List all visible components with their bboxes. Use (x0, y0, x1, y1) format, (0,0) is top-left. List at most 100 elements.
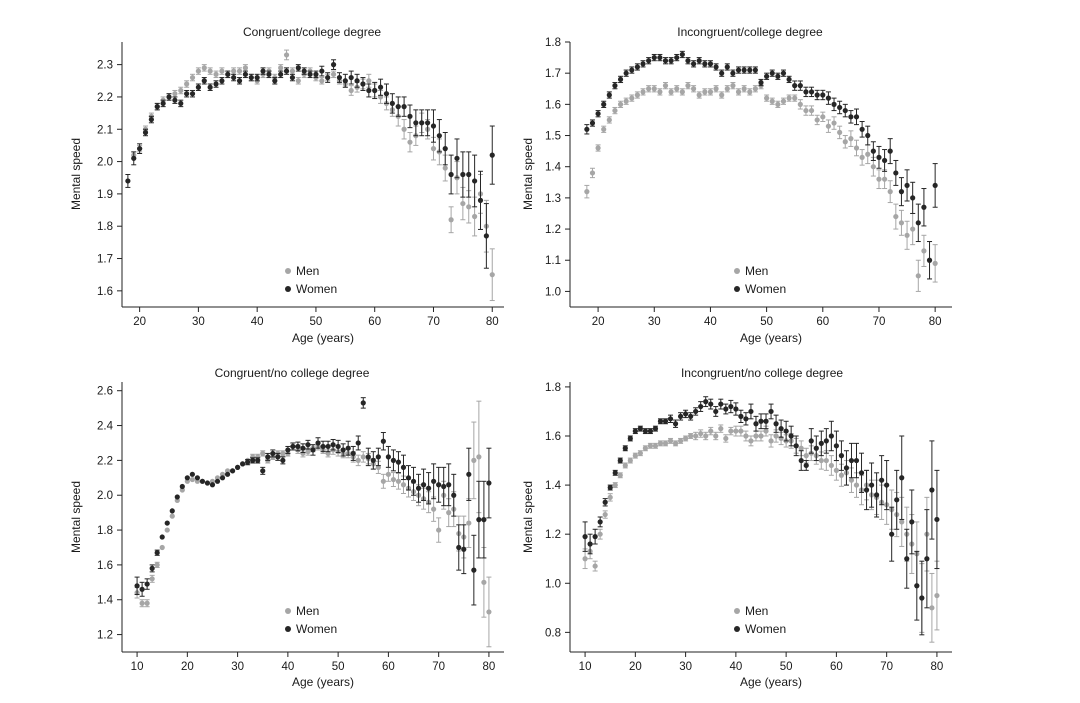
legend-label-women: Women (745, 282, 786, 296)
data-point-women (360, 400, 366, 406)
data-point-women (260, 468, 266, 474)
data-point-women (383, 91, 390, 97)
data-point-women (442, 146, 448, 152)
data-point-women (313, 71, 319, 77)
data-point-men (910, 226, 916, 232)
data-point-men (582, 556, 588, 562)
y-tick-label: 0.8 (545, 627, 561, 639)
y-tick-label: 1.3 (545, 193, 561, 205)
data-point-men (623, 98, 629, 104)
data-point-women (410, 478, 417, 484)
data-point-men (769, 98, 775, 104)
legend-marker-women (285, 626, 291, 632)
data-point-men (283, 52, 290, 58)
x-tick-label: 60 (368, 316, 381, 328)
data-point-men (305, 449, 311, 455)
data-point-men (753, 433, 759, 439)
data-point-men (758, 433, 764, 439)
data-point-men (859, 154, 865, 160)
data-point-women (301, 68, 307, 74)
x-tick-label: 50 (780, 661, 793, 673)
x-tick-label: 20 (181, 661, 194, 673)
data-point-men (887, 189, 893, 195)
data-point-women (889, 531, 895, 537)
data-point-women (651, 54, 657, 61)
data-point-men (236, 68, 243, 74)
legend-marker-men (285, 608, 291, 614)
data-point-men (735, 89, 742, 95)
data-point-women (189, 91, 196, 97)
data-point-women (674, 54, 680, 61)
data-point-women (863, 487, 870, 493)
data-point-women (207, 84, 213, 90)
data-point-men (201, 65, 207, 71)
data-point-women (887, 148, 893, 154)
data-point-women (231, 74, 237, 81)
data-point-men (657, 89, 663, 95)
data-point-men (169, 513, 175, 519)
data-point-women (149, 565, 155, 571)
data-point-women (758, 418, 764, 424)
data-point-women (305, 442, 311, 448)
data-point-women (336, 74, 343, 81)
data-point-women (325, 443, 331, 450)
data-point-women (667, 416, 674, 422)
data-point-women (372, 87, 378, 94)
data-point-women (719, 70, 725, 76)
data-point-men (348, 87, 354, 94)
data-point-men (898, 220, 905, 226)
y-tick-label: 1.2 (97, 630, 113, 642)
data-point-women (823, 438, 829, 444)
data-point-men (803, 453, 809, 459)
data-point-women (778, 426, 784, 432)
data-point-men (662, 83, 669, 89)
data-point-men (597, 531, 603, 537)
data-point-men (803, 107, 809, 114)
data-point-men (792, 95, 798, 101)
data-point-women (640, 61, 646, 67)
data-point-women (235, 464, 241, 470)
x-axis-label: Age (years) (740, 331, 802, 345)
data-point-men (743, 433, 749, 439)
data-point-men (460, 200, 466, 207)
data-point-women (131, 155, 137, 161)
data-point-women (350, 450, 356, 457)
x-tick-label: 80 (486, 316, 499, 328)
data-point-women (164, 520, 170, 526)
data-point-women (713, 64, 719, 70)
legend-marker-men (285, 268, 291, 274)
data-point-women (415, 485, 422, 491)
data-point-women (405, 475, 412, 481)
data-point-men (466, 204, 472, 210)
data-point-men (584, 189, 590, 195)
y-tick-label: 1.8 (97, 221, 113, 233)
x-tick-label: 60 (382, 661, 395, 673)
data-point-women (685, 58, 691, 64)
data-point-women (451, 492, 457, 498)
series-women (134, 397, 492, 606)
series-men (584, 82, 938, 292)
data-point-women (260, 68, 266, 74)
data-point-women (229, 468, 236, 474)
data-point-men (662, 440, 669, 446)
data-point-women (825, 95, 832, 101)
data-point-women (859, 126, 865, 132)
y-tick-label: 1.8 (545, 382, 561, 394)
data-point-women (413, 120, 419, 126)
data-point-women (250, 457, 256, 463)
legend-marker-women (734, 286, 740, 292)
y-tick-label: 1.7 (97, 254, 113, 266)
data-point-men (651, 86, 657, 92)
data-point-women (278, 71, 284, 77)
data-point-women (858, 470, 865, 476)
data-point-men (848, 477, 855, 483)
data-point-men (808, 107, 815, 114)
y-axis-label: Mental speed (69, 481, 83, 553)
data-point-women (476, 517, 482, 523)
data-point-men (395, 478, 402, 484)
legend-label-men: Men (296, 604, 319, 618)
data-point-women (874, 492, 880, 498)
data-point-women (160, 100, 166, 107)
data-point-men (899, 519, 905, 525)
